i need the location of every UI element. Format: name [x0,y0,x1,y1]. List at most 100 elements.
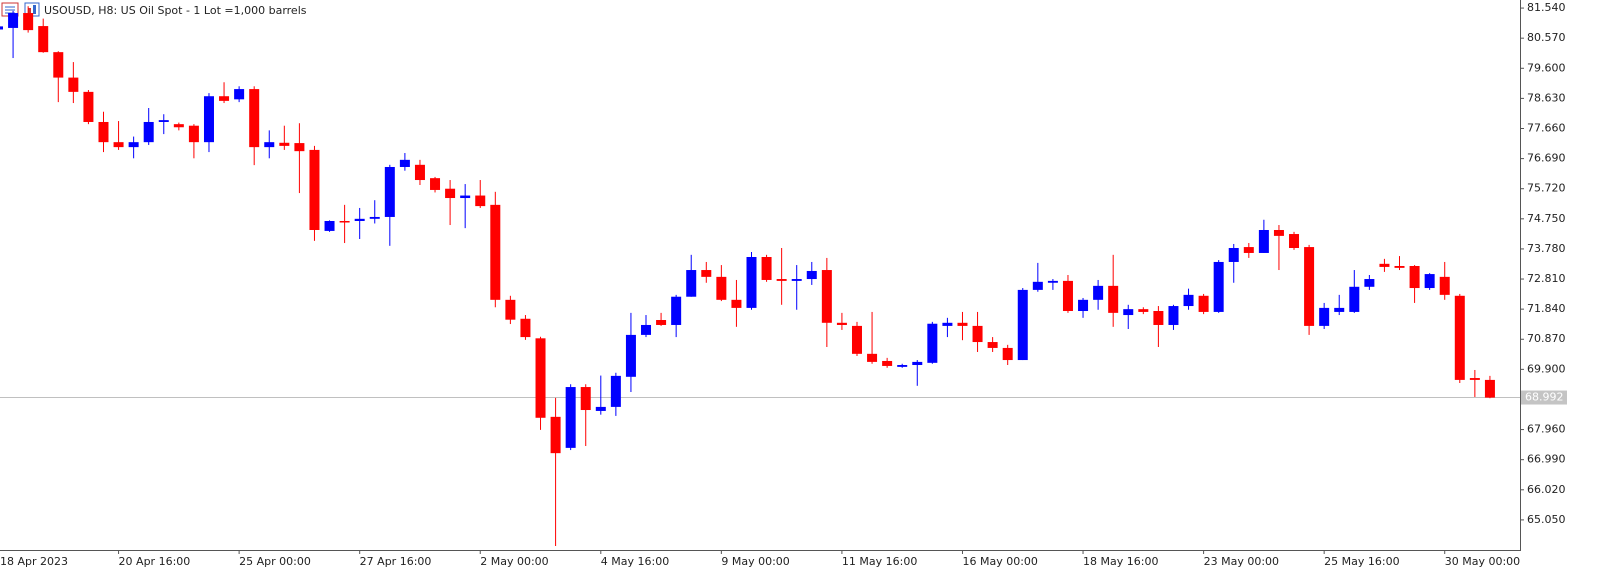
candle-body [1409,265,1420,289]
x-tick-label: 23 May 00:00 [1204,555,1279,568]
candle-body [143,121,154,143]
current-price-box [1521,390,1567,405]
y-tick-label: 69.900 [1527,362,1566,375]
y-tick-label: 71.840 [1527,302,1566,315]
y-tick-label: 70.870 [1527,332,1566,345]
x-tick-label: 25 May 16:00 [1324,555,1399,568]
candle-body [460,195,471,199]
candle-body [1002,347,1013,361]
candle-body [68,77,79,92]
candle-body [38,26,49,53]
candle-body [882,360,893,366]
x-tick-label: 2 May 00:00 [480,555,548,568]
candle-body [294,143,305,152]
candle-body [219,96,230,101]
chart-title: USOUSD, H8: US Oil Spot - 1 Lot =1,000 b… [44,4,307,17]
candle-body [203,96,214,143]
candle-body [671,296,682,325]
candle-body [279,142,290,146]
candle-body [1454,295,1465,380]
candle-body [686,270,697,297]
candle-body [1047,280,1058,283]
x-tick-label: 18 Apr 2023 [0,555,68,568]
x-tick-label: 16 May 00:00 [962,555,1037,568]
y-tick-label: 65.050 [1527,513,1566,526]
candle-body [791,279,802,281]
y-tick-label: 77.660 [1527,121,1566,134]
x-tick-label: 27 Apr 16:00 [360,555,432,568]
candle-body [128,142,139,148]
candle-body [1364,279,1375,287]
candle-body [1093,285,1104,300]
candle-body [1228,247,1239,262]
candle-body [821,270,832,323]
candle-body [1032,281,1043,290]
candle-body [565,387,576,448]
candle-body [505,299,516,320]
candle-body [1198,295,1209,312]
candle-body [234,89,245,100]
candle-body [641,324,652,335]
candle-body [1258,229,1269,253]
candle-body [550,416,561,454]
candle-body [1168,306,1179,325]
candle-body [0,26,3,30]
candle-body [656,320,667,325]
candle-body [625,334,636,377]
candle-body [957,322,968,326]
candle-body [384,166,395,217]
candle-body [1469,378,1480,380]
candle-body [1213,261,1224,312]
candle-body [1017,289,1028,361]
candle-body [490,204,501,300]
candle-body [987,342,998,348]
candle-body [1334,307,1345,312]
candle-body [1484,379,1495,398]
candle-body [701,270,712,277]
x-tick-label: 9 May 00:00 [721,555,789,568]
y-tick-label: 81.540 [1527,1,1566,14]
candle-body [746,256,757,308]
candle-body [324,220,335,231]
candle-body [1289,234,1300,248]
current-price-label: 68.992 [1525,391,1564,404]
candle-body [173,124,184,128]
candle-body [188,125,199,143]
y-tick-label: 74.750 [1527,212,1566,225]
candle-body [8,13,19,28]
candle-body [1319,307,1330,326]
y-tick-label: 79.600 [1527,61,1566,74]
x-tick-label: 30 May 00:00 [1445,555,1520,568]
candle-body [1078,299,1089,312]
candle-body [1243,247,1254,253]
candle-body [1123,309,1134,316]
x-tick-label: 25 Apr 00:00 [239,555,311,568]
candle-body [1153,311,1164,325]
candle-body [249,89,260,148]
candle-body [1138,309,1149,312]
candle-body [535,338,546,418]
y-tick-label: 80.570 [1527,31,1566,44]
candle-body [776,279,787,281]
candle-body [897,365,908,367]
icon-bar [33,5,36,14]
candle-body [836,322,847,325]
candle-body [942,322,953,326]
x-tick-label: 4 May 16:00 [601,555,669,568]
candle-body [430,178,441,190]
candle-body [972,325,983,343]
candle-body [158,120,169,122]
y-tick-label: 76.690 [1527,152,1566,165]
candle-body [23,13,34,31]
y-tick-label: 66.990 [1527,453,1566,466]
candle-body [1349,286,1360,312]
candle-body [113,142,124,148]
candle-body [445,188,456,199]
candle-body [806,270,817,280]
candle-body [475,195,486,207]
candle-body [927,323,938,363]
candle-body [369,216,380,219]
candle-body [731,299,742,308]
